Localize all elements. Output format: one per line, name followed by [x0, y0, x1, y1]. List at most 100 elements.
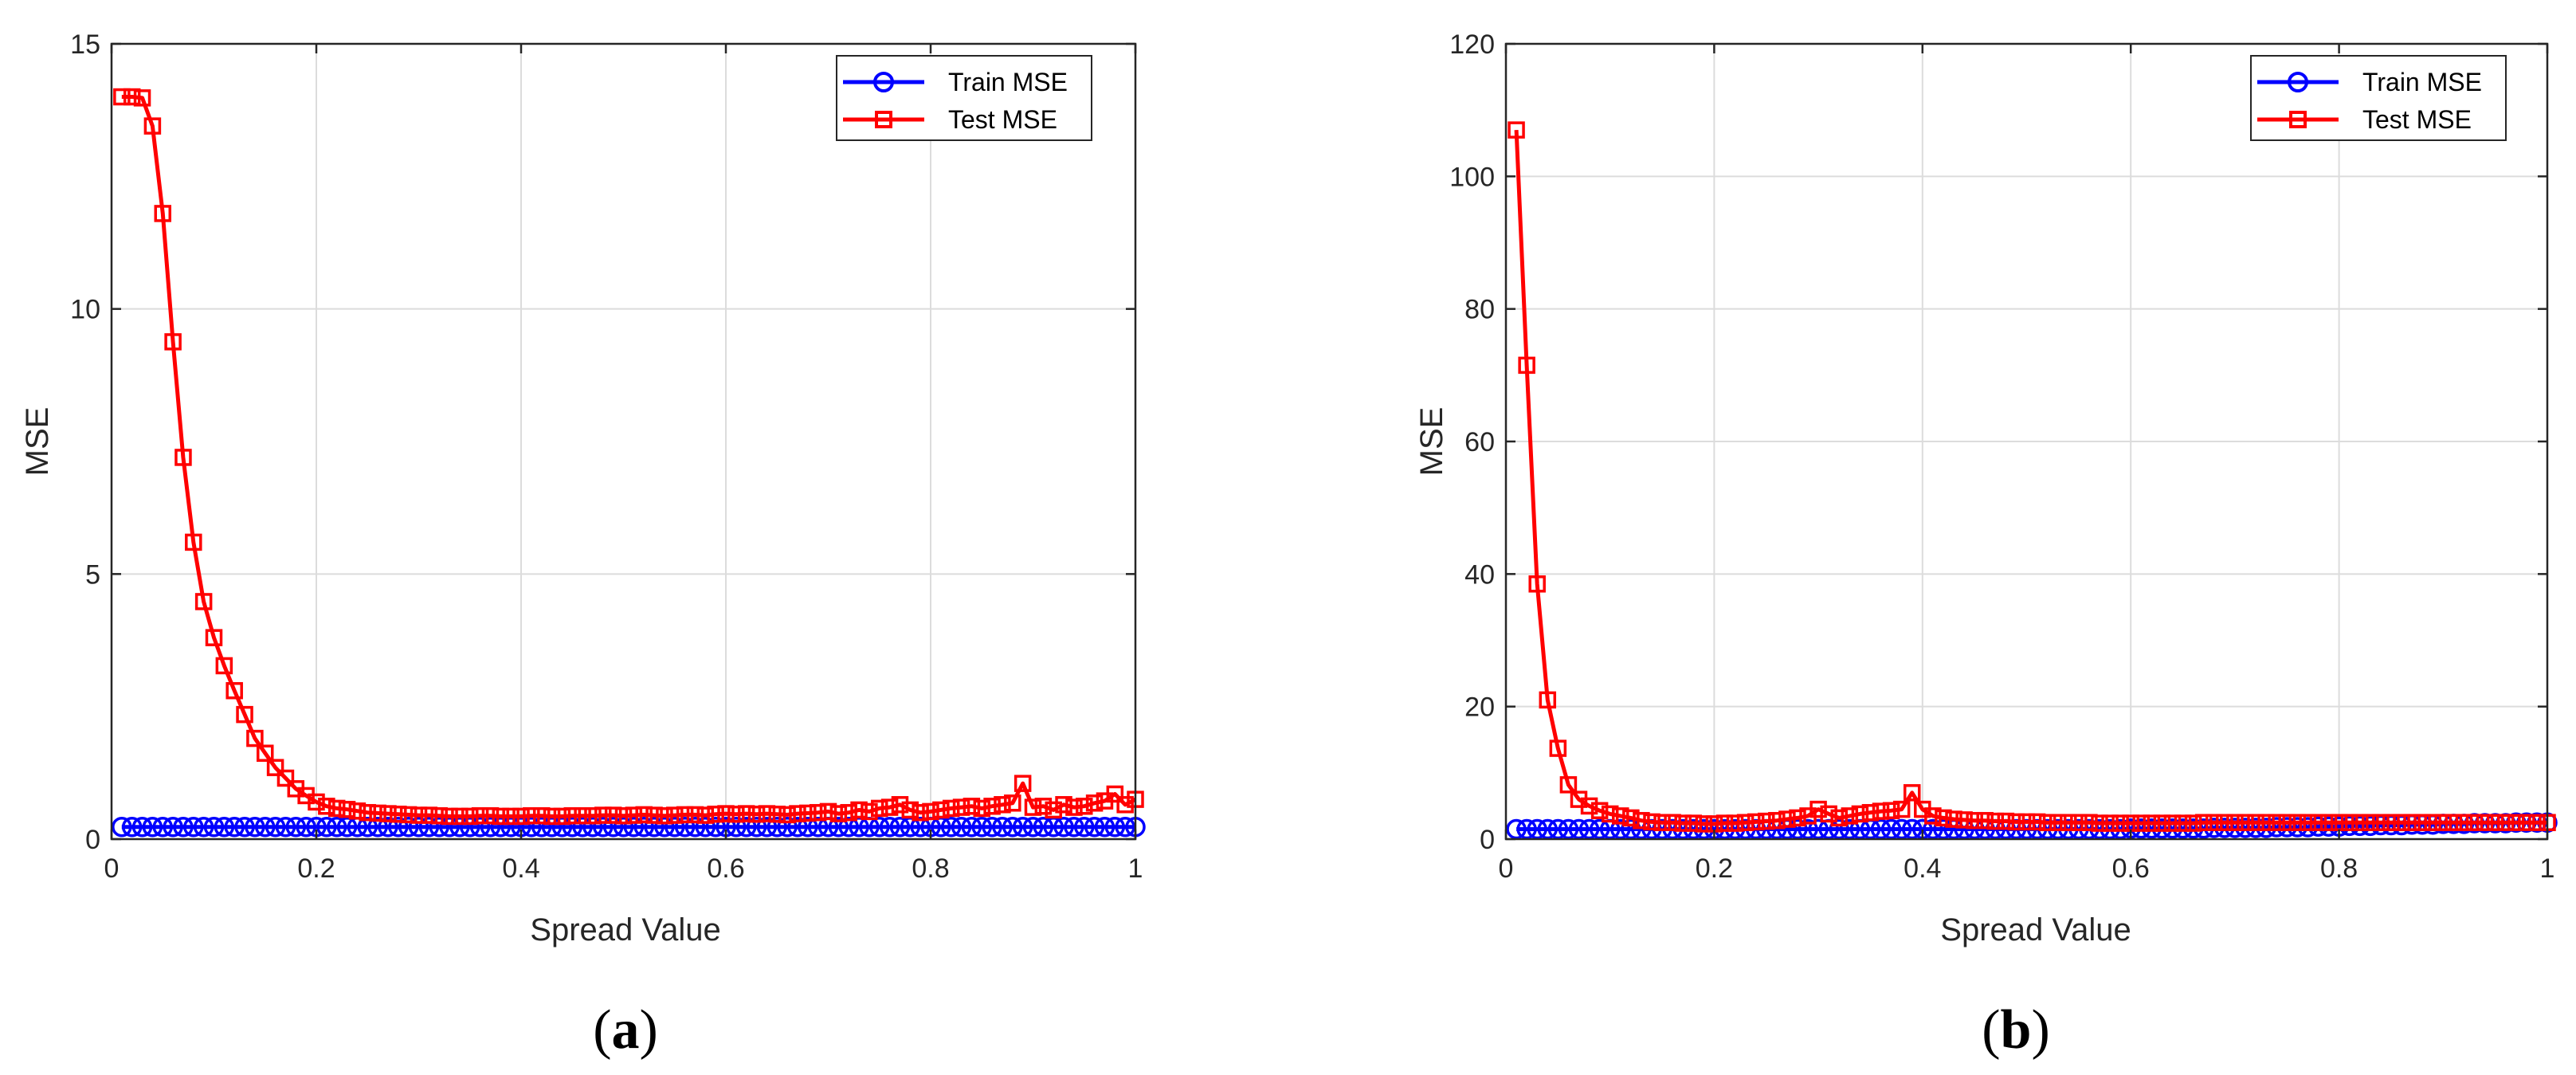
- data-point-test: [2476, 814, 2494, 831]
- data-point-test: [1715, 814, 1734, 832]
- data-point-test: [236, 705, 253, 724]
- x-tick-label: 1: [1128, 853, 1143, 884]
- data-point-test: [1924, 807, 1942, 825]
- data-point-test: [952, 798, 970, 816]
- data-point-test: [2507, 814, 2525, 831]
- data-point-train: [1901, 818, 1923, 840]
- data-point-test: [2403, 814, 2421, 831]
- data-point-train: [971, 816, 992, 838]
- data-point-train: [1084, 816, 1105, 838]
- data-point-test: [2194, 814, 2213, 831]
- data-point-test: [1045, 801, 1062, 819]
- data-point-train: [572, 816, 593, 838]
- data-point-train: [1829, 818, 1849, 840]
- data-point-test: [1549, 740, 1567, 757]
- data-point-test: [225, 681, 243, 700]
- data-point-test: [1643, 813, 1660, 831]
- data-point-train: [1012, 816, 1033, 838]
- data-point-test: [2091, 814, 2108, 832]
- data-point-test: [2111, 814, 2129, 832]
- data-point-test: [215, 657, 233, 675]
- data-point-test: [1778, 810, 1796, 828]
- data-point-test: [1820, 805, 1837, 823]
- data-point-train: [1870, 818, 1892, 840]
- data-point-test: [143, 117, 162, 135]
- data-point-test: [819, 802, 837, 821]
- data-point-test: [942, 799, 960, 818]
- data-point-test: [2174, 814, 2192, 832]
- data-point-train: [767, 816, 787, 838]
- data-point-test: [747, 805, 766, 823]
- data-point-train: [469, 816, 491, 838]
- data-point-train: [255, 816, 276, 838]
- data-point-test: [1758, 812, 1775, 830]
- data-point-train: [2360, 815, 2381, 837]
- data-point-train: [2131, 818, 2152, 839]
- data-point-test: [185, 533, 202, 551]
- data-point-train: [531, 816, 552, 838]
- data-point-test: [809, 803, 827, 822]
- data-point-train: [1621, 818, 1641, 840]
- x-tick-label: 0.8: [912, 853, 949, 884]
- data-point-train: [480, 816, 501, 838]
- data-point-test: [1518, 356, 1535, 375]
- data-point-test: [983, 797, 1001, 815]
- data-point-test: [359, 803, 376, 822]
- data-point-train: [224, 816, 245, 838]
- data-point-test: [2340, 814, 2358, 831]
- data-point-train: [705, 816, 726, 838]
- chart-panel-a: Spread Value MSE (a) 0 0.2 0.4 0.6 0.8 105101…: [20, 29, 1146, 1061]
- data-point-test: [717, 805, 735, 822]
- data-point-train: [183, 816, 204, 838]
- data-point-train: [1808, 818, 1829, 840]
- data-point-train: [1568, 818, 1590, 840]
- data-point-train: [1506, 818, 1527, 840]
- legend: Train MSE Test MSE: [836, 55, 1092, 141]
- data-point-test: [2205, 814, 2223, 831]
- data-point-test: [1726, 814, 1744, 832]
- data-point-train: [2297, 817, 2319, 838]
- data-point-test: [2049, 814, 2067, 831]
- data-point-train: [388, 816, 409, 838]
- data-point-test: [2362, 814, 2379, 831]
- data-point-train: [173, 816, 194, 838]
- data-point-test: [2237, 814, 2254, 831]
- data-point-train: [665, 816, 685, 838]
- legend-marker-train: [2288, 72, 2308, 92]
- x-tick-label: 0: [104, 853, 120, 884]
- data-point-test: [369, 804, 386, 822]
- data-point-test: [164, 333, 182, 351]
- legend-marker-train: [873, 72, 894, 92]
- data-point-test: [2216, 814, 2233, 831]
- data-point-test: [604, 806, 622, 824]
- data-point-train: [798, 816, 818, 838]
- data-point-train: [2214, 818, 2235, 838]
- data-point-test: [2247, 814, 2264, 831]
- chart-panel-b: Spread Value MSE (b) 0 0.2 0.4 0.6 0.8 1 0 20 40…: [1414, 29, 2558, 1061]
- y-tick-label: 15: [70, 29, 100, 60]
- data-point-train: [265, 816, 286, 838]
- data-point-test: [840, 803, 857, 822]
- panel-label-close: ): [2031, 999, 2049, 1061]
- plot-area: 0 0.2 0.4 0.6 0.8 1 0 20 40 60 80 100 120: [1449, 29, 2558, 884]
- data-point-test: [512, 807, 530, 826]
- data-point-test: [2060, 814, 2077, 831]
- data-point-test: [2143, 814, 2161, 832]
- data-point-train: [234, 816, 255, 838]
- data-point-test: [257, 744, 274, 762]
- data-point-test: [1789, 809, 1806, 827]
- data-point-test: [707, 805, 724, 823]
- data-point-test: [1872, 802, 1890, 820]
- data-point-train: [296, 816, 316, 838]
- data-point-train: [2204, 818, 2225, 838]
- data-point-train: [982, 816, 1002, 838]
- data-point-train: [1074, 816, 1095, 838]
- data-point-train: [1787, 818, 1808, 840]
- x-tick-label: 0.8: [2320, 853, 2358, 884]
- data-point-train: [2266, 817, 2287, 838]
- data-point-train: [245, 816, 265, 838]
- data-point-test: [2028, 813, 2046, 831]
- data-point-test: [880, 798, 899, 816]
- data-point-test: [2070, 814, 2088, 831]
- data-point-test: [1830, 809, 1848, 827]
